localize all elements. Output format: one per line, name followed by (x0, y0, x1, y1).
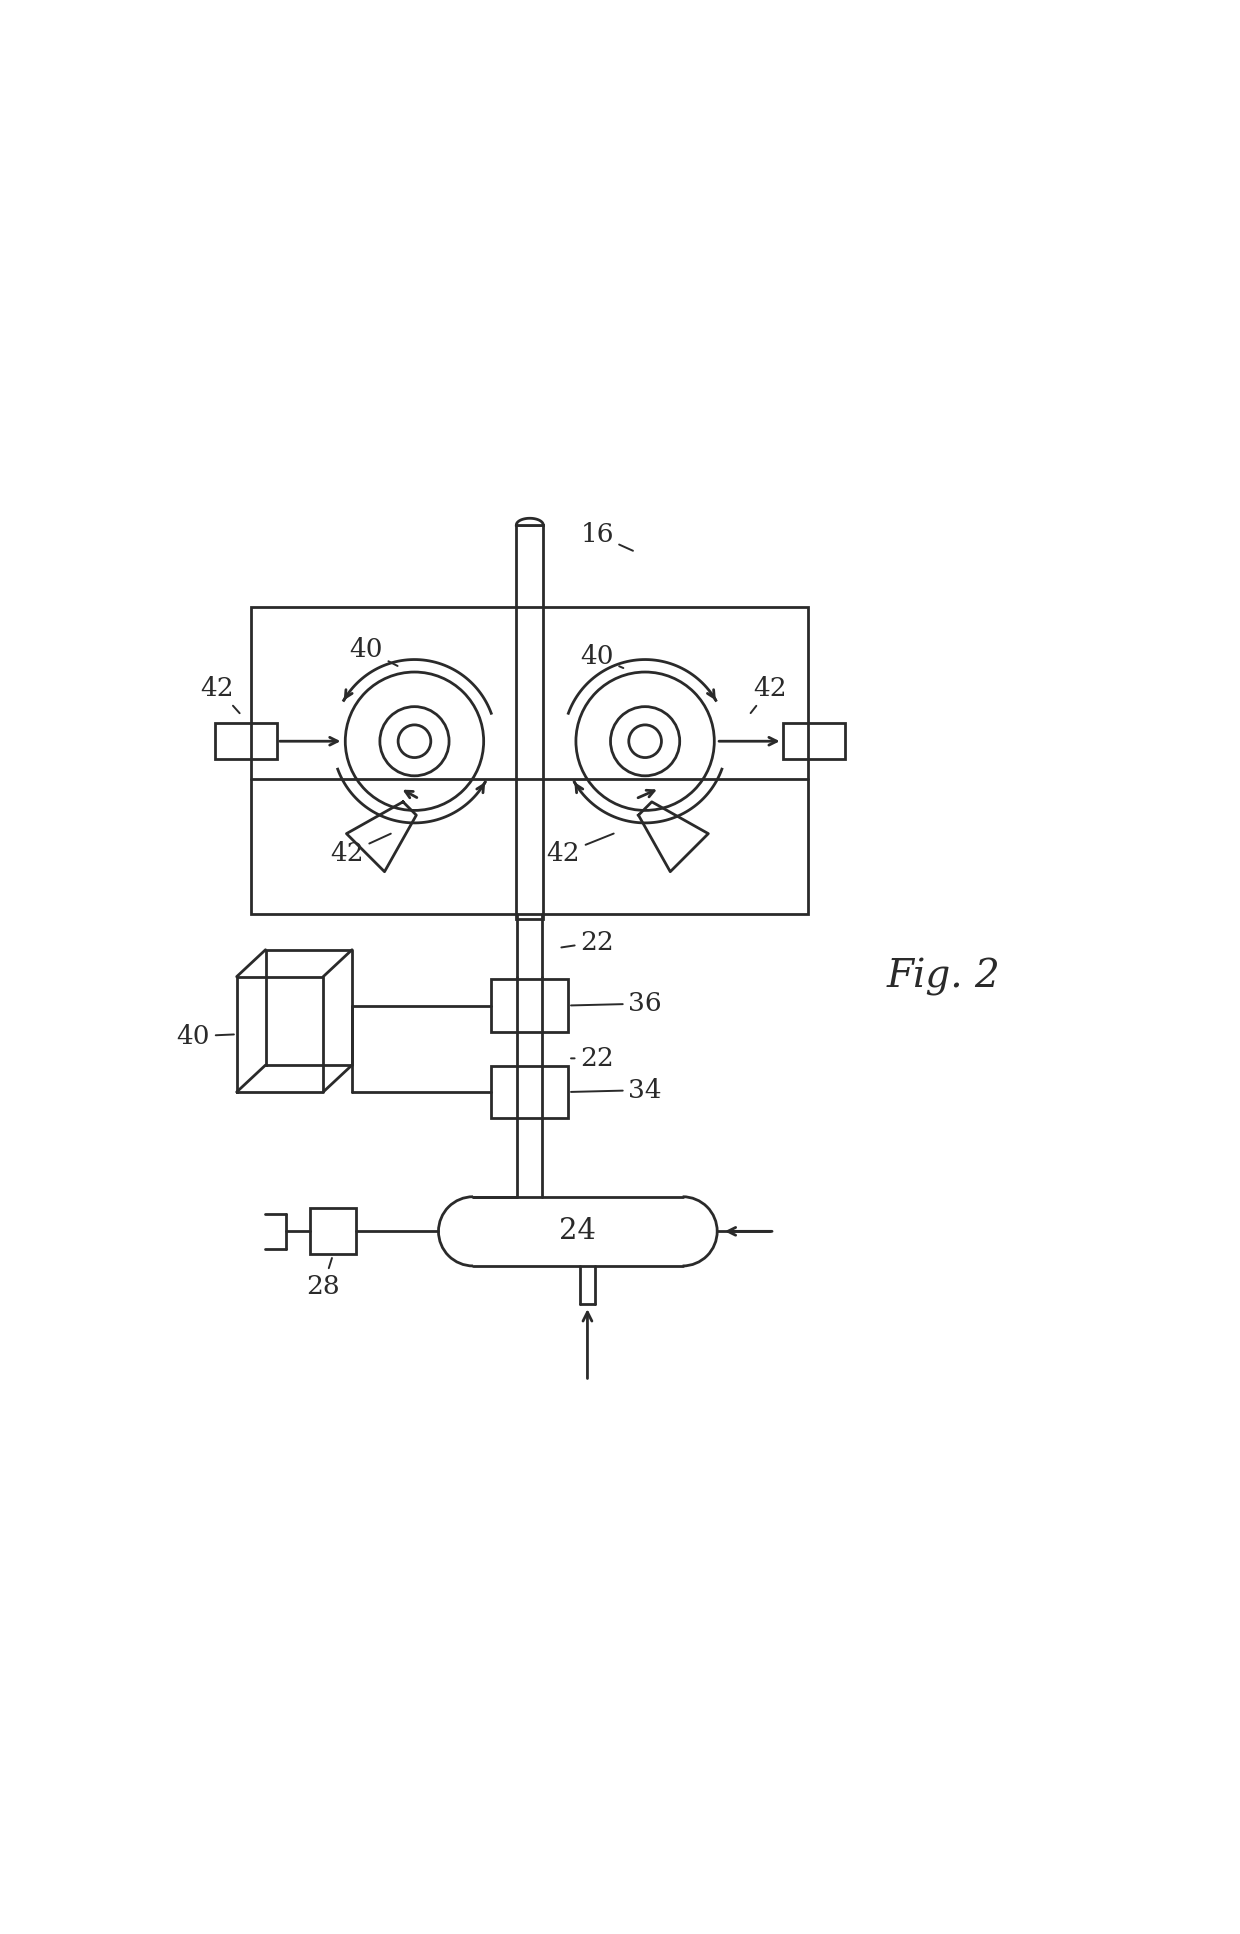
Bar (491, 1066, 568, 1118)
Text: 42: 42 (750, 675, 787, 714)
Bar (310, 1209, 356, 1255)
Text: 42: 42 (547, 834, 614, 866)
Text: 34: 34 (570, 1077, 662, 1102)
Text: 22: 22 (570, 1046, 614, 1071)
Bar (782, 723, 844, 760)
Text: 24: 24 (559, 1216, 596, 1245)
Text: 42: 42 (201, 675, 239, 714)
Bar (215, 723, 277, 760)
Bar (516, 524, 543, 919)
Text: 36: 36 (570, 990, 662, 1015)
Text: 40: 40 (580, 644, 624, 669)
Text: 40: 40 (350, 638, 398, 665)
Text: Fig. 2: Fig. 2 (887, 957, 999, 996)
Bar (250, 607, 808, 915)
Text: 22: 22 (562, 930, 614, 955)
Text: 42: 42 (330, 834, 391, 866)
Text: 40: 40 (176, 1023, 234, 1048)
Text: 16: 16 (580, 522, 632, 551)
Text: 28: 28 (306, 1257, 340, 1298)
Bar (491, 979, 568, 1033)
